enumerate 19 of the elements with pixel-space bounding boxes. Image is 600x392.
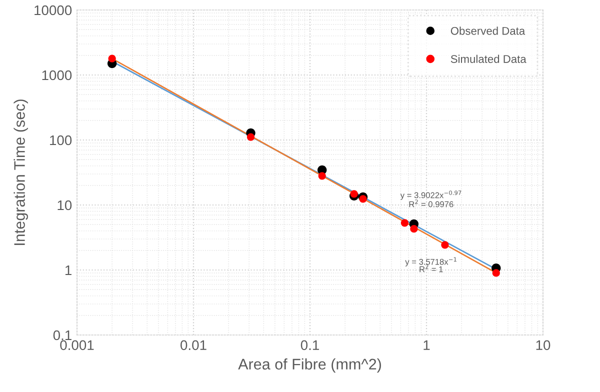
annotation: R$^{2}$ = 0.9976 xyxy=(409,200,454,208)
annotation: y = 3.5718x$^{−1}$ xyxy=(405,257,456,266)
annotation: y = 3.9022x$^{−0.97}$ xyxy=(400,190,462,200)
y-tick-label: 100 xyxy=(50,135,72,146)
y-tick-label: 1000 xyxy=(42,70,72,80)
y-tick-label: 0.1 xyxy=(53,330,72,340)
y-tick-label: 1 xyxy=(65,265,72,276)
y-tick-label: 10 xyxy=(58,200,72,210)
x-tick-label: 0.01 xyxy=(180,340,206,350)
legend-label: Observed Data xyxy=(450,26,526,35)
x-tick-label: 0.001 xyxy=(60,340,94,350)
annotation: R$^{2}$ = 1 xyxy=(420,264,443,272)
y-axis-title: Integration Time (sec) xyxy=(14,100,28,245)
x-axis-title: Area of Fibre (mm^2) xyxy=(238,358,381,373)
x-tick-label: 1 xyxy=(424,340,430,350)
x-tick-label: 10 xyxy=(536,340,550,350)
y-tick-label: 10000 xyxy=(34,5,72,16)
x-tick-label: 0.1 xyxy=(300,340,319,350)
legend-label: Simulated Data xyxy=(450,54,526,63)
